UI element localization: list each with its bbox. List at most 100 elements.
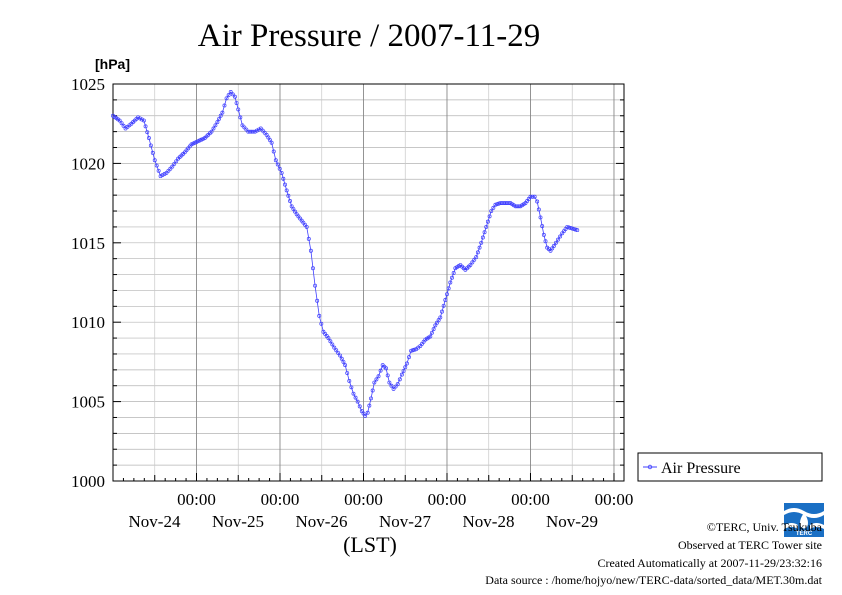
x-tick-time-label: 00:00 bbox=[177, 490, 216, 509]
data-point bbox=[404, 361, 409, 366]
data-point bbox=[338, 353, 343, 358]
data-point bbox=[256, 127, 261, 132]
y-tick-label: 1000 bbox=[71, 472, 105, 491]
data-point bbox=[154, 163, 159, 168]
data-point bbox=[174, 159, 179, 164]
data-point bbox=[495, 202, 500, 207]
data-point bbox=[222, 103, 227, 108]
data-point bbox=[145, 130, 150, 135]
x-tick-date-label: Nov-25 bbox=[212, 512, 264, 531]
data-point bbox=[407, 355, 411, 360]
logo-wave-bottom bbox=[784, 523, 824, 529]
data-point bbox=[446, 286, 451, 291]
data-point bbox=[431, 327, 436, 332]
footer-copyright: ©TERC, Univ. Tsukuba bbox=[706, 520, 822, 534]
x-tick-date-label: Nov-24 bbox=[129, 512, 181, 531]
data-point bbox=[530, 194, 535, 199]
y-tick-label: 1020 bbox=[71, 154, 105, 173]
data-point bbox=[271, 149, 276, 154]
data-point bbox=[573, 227, 578, 232]
data-point bbox=[347, 379, 352, 383]
data-point bbox=[443, 298, 448, 302]
data-point bbox=[168, 166, 173, 171]
x-tick-date-label: Nov-28 bbox=[463, 512, 515, 531]
data-point bbox=[535, 199, 540, 204]
data-point bbox=[474, 255, 479, 260]
data-point bbox=[410, 348, 415, 353]
data-point bbox=[251, 129, 256, 134]
data-point bbox=[568, 226, 573, 230]
grid-lines bbox=[113, 84, 624, 481]
data-point bbox=[385, 373, 390, 378]
data-point bbox=[232, 94, 237, 99]
data-point bbox=[211, 126, 216, 131]
data-point bbox=[254, 128, 259, 133]
data-point bbox=[556, 237, 560, 242]
plot-frame bbox=[112, 83, 625, 482]
data-point bbox=[480, 235, 485, 240]
data-point bbox=[170, 164, 175, 169]
data-point bbox=[266, 135, 271, 140]
data-point bbox=[433, 323, 438, 328]
data-point bbox=[336, 350, 341, 355]
legend-box bbox=[637, 452, 823, 482]
data-point bbox=[493, 202, 498, 207]
data-point bbox=[326, 336, 331, 341]
y-axis-unit: [hPa] bbox=[95, 56, 130, 72]
data-point bbox=[387, 380, 392, 385]
data-point bbox=[152, 158, 157, 163]
data-point bbox=[384, 366, 388, 371]
data-point bbox=[339, 356, 344, 361]
data-point bbox=[273, 158, 278, 163]
footer-source: Data source : /home/hojyo/new/TERC-data/… bbox=[485, 573, 822, 587]
data-point bbox=[148, 143, 153, 148]
data-point bbox=[315, 298, 320, 303]
data-point bbox=[240, 123, 245, 128]
data-point bbox=[440, 309, 444, 314]
data-point bbox=[291, 206, 296, 211]
data-point bbox=[399, 372, 404, 377]
data-point bbox=[156, 168, 161, 173]
logo-drop-icon bbox=[800, 513, 808, 529]
data-point bbox=[479, 240, 484, 245]
data-point bbox=[166, 168, 171, 173]
data-point bbox=[438, 315, 443, 320]
data-point bbox=[506, 201, 511, 206]
data-point bbox=[397, 377, 402, 382]
data-point bbox=[160, 173, 165, 177]
data-point bbox=[468, 263, 473, 267]
data-point bbox=[378, 368, 383, 373]
data-point bbox=[269, 140, 274, 145]
data-point bbox=[363, 413, 368, 418]
series-line bbox=[112, 91, 578, 417]
chart-title: Air Pressure / 2007-11-29 bbox=[198, 18, 540, 54]
data-point bbox=[277, 166, 282, 171]
data-point bbox=[540, 224, 545, 229]
data-point bbox=[143, 124, 148, 129]
data-point bbox=[571, 227, 576, 231]
data-point bbox=[306, 236, 311, 241]
footer-observed: Observed at TERC Tower site bbox=[677, 538, 822, 552]
data-point bbox=[262, 130, 267, 135]
data-point bbox=[365, 410, 370, 415]
data-point bbox=[236, 107, 241, 112]
data-point bbox=[551, 244, 556, 248]
data-point bbox=[543, 239, 548, 244]
data-point bbox=[343, 363, 348, 368]
data-point bbox=[244, 127, 249, 132]
data-point bbox=[238, 115, 243, 120]
data-point bbox=[242, 125, 247, 130]
data-point bbox=[319, 321, 324, 326]
legend-marker bbox=[647, 464, 653, 470]
y-tick-label: 1010 bbox=[71, 313, 105, 332]
x-tick-time-label: 00:00 bbox=[261, 490, 300, 509]
data-point bbox=[451, 271, 456, 275]
data-point bbox=[164, 170, 169, 175]
data-point bbox=[554, 240, 558, 245]
data-point bbox=[311, 266, 315, 271]
data-point bbox=[484, 224, 489, 229]
data-point bbox=[284, 188, 289, 193]
data-point bbox=[217, 116, 221, 121]
data-point bbox=[389, 383, 394, 388]
data-point bbox=[430, 330, 434, 335]
